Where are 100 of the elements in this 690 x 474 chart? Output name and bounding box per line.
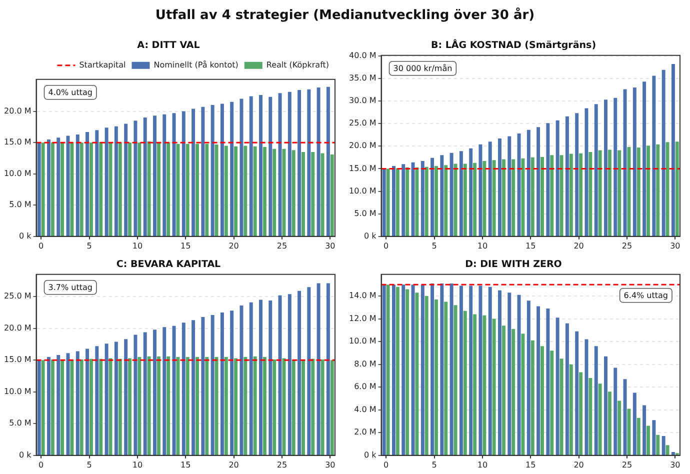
bar [440,155,444,236]
bar [99,142,103,236]
bar [671,452,675,455]
bar [205,356,209,455]
bar [492,318,496,455]
bar [386,284,390,455]
bar [192,108,196,236]
bar [565,323,569,455]
y-tick-label: 20.0 M [4,106,32,116]
bar [118,358,122,455]
bar [37,142,41,236]
bar [47,356,50,455]
bar [618,150,622,236]
bar [636,147,640,236]
bar [268,300,272,455]
bar [220,104,224,236]
bar [671,64,675,236]
bar [114,126,118,236]
bar [56,138,60,236]
annotation: 4.0% uttag [48,88,92,97]
y-tick-label: 5.0 M [354,208,376,218]
bar [259,300,262,455]
x-tick-label: 20 [574,460,584,470]
bar [618,400,622,455]
annotation: 30 000 kr/mån [393,62,452,73]
bar [632,87,636,236]
bar [604,356,608,455]
bar [134,120,138,236]
bar [584,108,588,236]
bar [124,124,128,236]
bar [186,144,190,236]
bar [240,306,244,455]
bar [37,360,41,455]
bar [210,315,214,455]
bar [575,113,579,236]
bar [575,331,579,455]
bar [326,283,330,455]
x-tick-label: 10 [477,241,488,250]
bar [584,339,588,455]
bar [196,144,199,236]
legend-label: Nominellt (På kontot) [154,59,238,70]
bar [192,320,196,455]
bar [392,284,396,455]
bar [598,150,602,236]
bar [307,89,311,236]
bar [608,150,612,236]
bar [642,405,646,455]
bar [594,104,598,236]
x-tick-label: 30 [670,460,680,470]
x-tick-label: 10 [132,460,143,470]
bar [521,158,525,236]
bar [50,360,54,455]
bar [646,146,650,236]
bar [172,326,176,455]
x-tick-label: 25 [276,241,288,250]
y-tick-label: 25.0 M [348,118,376,128]
bar [302,152,305,236]
bar [459,286,463,455]
bar [406,289,410,455]
y-tick-label: 15.0 M [4,355,32,364]
bar [579,153,583,236]
x-tick-label: 0 [384,460,389,470]
x-tick-label: 25 [622,460,632,470]
bar [124,339,128,455]
bar [330,154,334,236]
bar [60,142,64,236]
bar [444,302,448,455]
bar [156,356,160,455]
bar [652,76,656,236]
bar [70,360,74,455]
bar [76,134,80,236]
bar [210,105,214,236]
y-tick-label: 2.0 M [354,428,376,437]
bar [230,102,234,236]
bar [86,348,90,455]
bar [444,165,448,236]
y-tick-label: 10.0 M [348,186,376,196]
y-tick-label: 0 k [18,450,32,460]
bar [488,286,492,455]
bar [459,151,463,236]
bar [469,286,473,455]
bar [220,312,224,455]
x-tick-label: 5 [86,460,92,470]
bar [632,392,636,455]
y-tick-label: 0 k [364,231,377,240]
bar [41,360,45,455]
bar [143,118,147,236]
bar [156,142,160,236]
bar [642,82,646,236]
bar [272,148,276,236]
bar [546,308,550,455]
bar [530,157,534,236]
bar [99,358,103,455]
x-tick-label: 15 [526,241,536,250]
chart-subtitle: A: DITT VAL [137,40,200,52]
bar [234,146,238,236]
bar [627,147,631,236]
x-tick-label: 0 [38,241,44,250]
bar [224,146,228,236]
bar [614,98,618,236]
